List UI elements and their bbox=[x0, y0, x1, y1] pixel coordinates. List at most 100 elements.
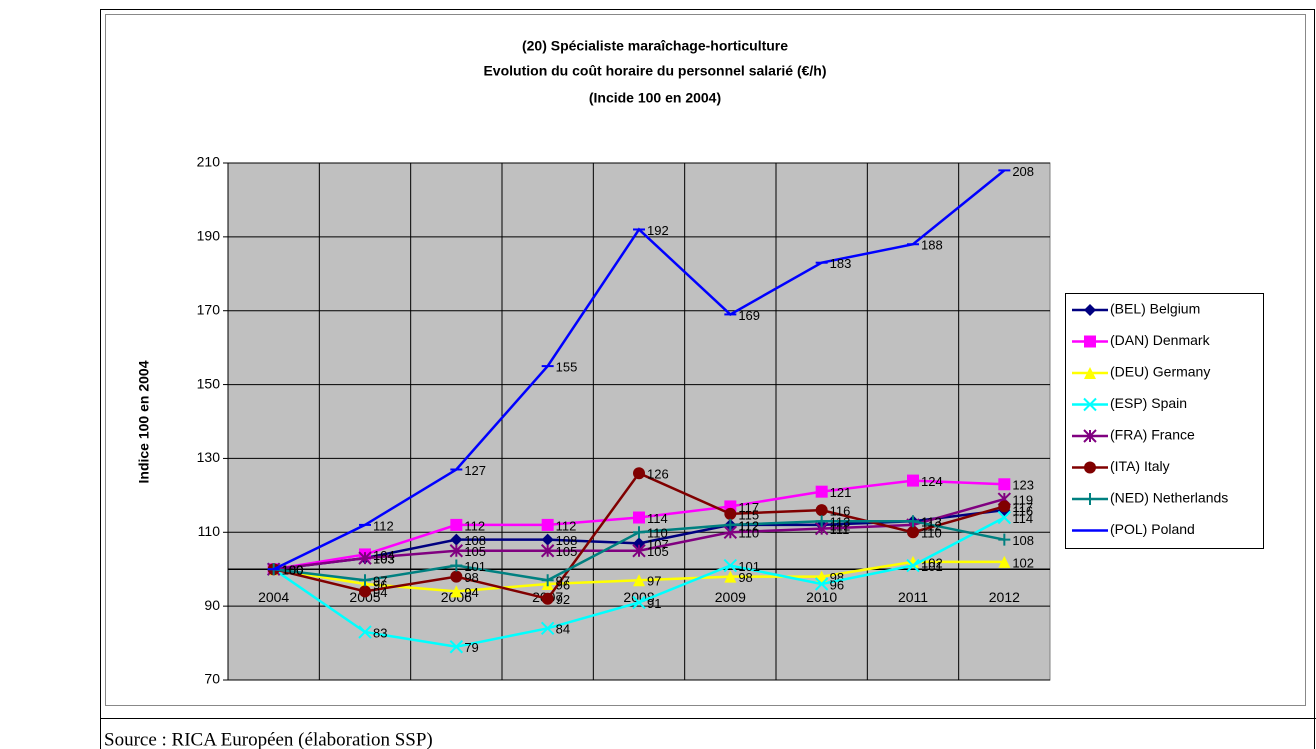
data-label: 101 bbox=[464, 559, 486, 574]
data-label: 117 bbox=[1012, 500, 1033, 515]
data-label: 112 bbox=[373, 518, 394, 533]
marker bbox=[998, 500, 1011, 513]
marker bbox=[1084, 461, 1096, 474]
marker bbox=[450, 585, 463, 598]
legend-label: (ITA) Italy bbox=[1110, 458, 1170, 474]
marker bbox=[633, 526, 645, 539]
marker bbox=[450, 559, 463, 572]
marker bbox=[815, 504, 828, 517]
data-label: 114 bbox=[1012, 511, 1033, 526]
data-label: 116 bbox=[830, 504, 851, 519]
y-axis-label: Indice 100 en 2004 bbox=[136, 360, 152, 483]
data-label: 117 bbox=[738, 500, 759, 515]
marker bbox=[815, 485, 828, 498]
data-label: 124 bbox=[921, 474, 943, 489]
data-label: 110 bbox=[738, 526, 759, 541]
x-tick-label: 2009 bbox=[715, 589, 746, 605]
marker bbox=[1083, 397, 1097, 412]
data-label: 108 bbox=[464, 533, 486, 548]
data-label: 100 bbox=[282, 563, 304, 578]
y-tick-label: 70 bbox=[204, 671, 220, 687]
marker bbox=[906, 558, 920, 573]
y-tick-label: 170 bbox=[197, 301, 221, 317]
marker bbox=[1084, 335, 1096, 348]
data-label: 116 bbox=[1012, 504, 1033, 519]
source: Source : RICA Européen (élaboration SSP) bbox=[104, 729, 433, 749]
data-label: 98 bbox=[738, 570, 752, 585]
legend-label: (DAN) Denmark bbox=[1110, 332, 1211, 348]
data-label: 105 bbox=[556, 544, 578, 559]
data-label: 100 bbox=[282, 563, 304, 578]
data-label: 112 bbox=[738, 518, 759, 533]
data-label: 169 bbox=[738, 308, 760, 323]
data-label: 97 bbox=[373, 574, 387, 589]
data-label: 83 bbox=[373, 625, 387, 640]
legend bbox=[1065, 293, 1264, 549]
data-label: 110 bbox=[647, 526, 668, 541]
marker bbox=[632, 595, 646, 610]
marker bbox=[814, 577, 829, 591]
marker bbox=[540, 544, 555, 558]
marker bbox=[358, 551, 372, 565]
marker bbox=[907, 474, 919, 487]
y-tick-label: 190 bbox=[197, 228, 221, 244]
data-label: 112 bbox=[738, 518, 759, 533]
marker bbox=[633, 511, 645, 524]
chart-title: (Incide 100 en 2004) bbox=[589, 90, 721, 106]
marker bbox=[998, 555, 1011, 568]
marker bbox=[907, 526, 919, 539]
marker bbox=[724, 518, 737, 531]
data-label: 105 bbox=[647, 544, 669, 559]
legend-label: (POL) Poland bbox=[1110, 521, 1195, 537]
marker bbox=[998, 533, 1011, 546]
data-label: 112 bbox=[556, 518, 577, 533]
marker bbox=[449, 544, 464, 558]
data-label: 208 bbox=[1012, 164, 1034, 179]
marker bbox=[450, 533, 463, 546]
marker bbox=[541, 574, 554, 587]
marker bbox=[998, 478, 1011, 491]
data-label: 126 bbox=[647, 467, 669, 482]
data-label: 103 bbox=[373, 552, 395, 567]
data-label: 110 bbox=[921, 526, 942, 541]
marker bbox=[541, 533, 554, 546]
data-label: 113 bbox=[921, 515, 942, 530]
x-tick-label: 2011 bbox=[898, 589, 928, 605]
y-tick-label: 90 bbox=[204, 597, 220, 613]
marker bbox=[359, 585, 371, 598]
data-label: 94 bbox=[464, 585, 478, 600]
data-label: 98 bbox=[464, 570, 478, 585]
data-label: 79 bbox=[464, 640, 478, 655]
data-label: 114 bbox=[647, 511, 668, 526]
marker bbox=[449, 640, 464, 654]
data-label: 183 bbox=[830, 256, 852, 271]
marker bbox=[540, 621, 555, 636]
marker bbox=[358, 625, 372, 639]
marker bbox=[633, 574, 645, 587]
marker bbox=[541, 518, 554, 531]
marker bbox=[1083, 429, 1097, 443]
marker bbox=[1084, 367, 1096, 379]
marker bbox=[997, 510, 1012, 525]
marker bbox=[359, 574, 371, 587]
data-label: 112 bbox=[464, 518, 485, 533]
data-label: 101 bbox=[738, 559, 760, 574]
data-label: 108 bbox=[1012, 533, 1034, 548]
data-label: 105 bbox=[464, 544, 486, 559]
data-label: 119 bbox=[1012, 492, 1033, 507]
data-label: 97 bbox=[556, 574, 570, 589]
data-label: 123 bbox=[1012, 478, 1034, 493]
y-tick-label: 210 bbox=[197, 154, 221, 170]
y-tick-label: 130 bbox=[197, 449, 221, 465]
legend-label: (NED) Netherlands bbox=[1110, 490, 1228, 506]
data-label: 96 bbox=[830, 577, 844, 592]
marker bbox=[724, 507, 737, 520]
marker bbox=[541, 592, 554, 605]
data-label: 101 bbox=[921, 559, 943, 574]
data-label: 84 bbox=[556, 622, 570, 637]
x-tick-label: 2012 bbox=[989, 589, 1020, 605]
legend-label: (FRA) France bbox=[1110, 427, 1195, 443]
data-label: 94 bbox=[373, 585, 387, 600]
frame bbox=[100, 9, 1315, 749]
